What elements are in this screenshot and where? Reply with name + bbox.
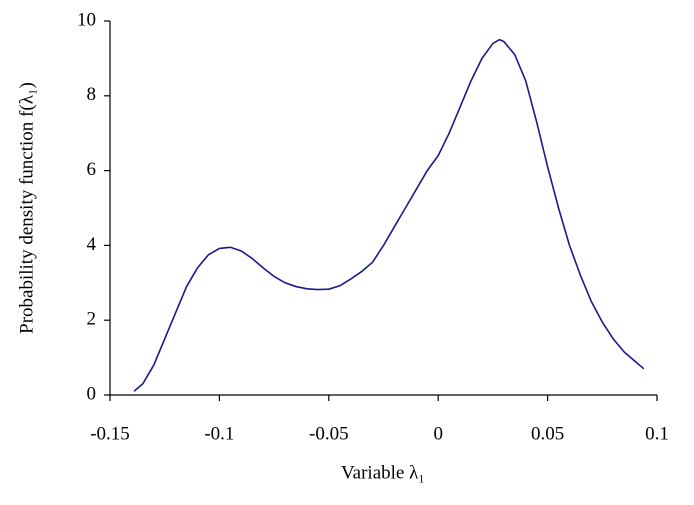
- x-tick-label: -0.1: [204, 423, 234, 444]
- x-tick-label: -0.15: [90, 423, 130, 444]
- y-tick-label: 0: [87, 383, 97, 404]
- x-tick-label: 0.1: [645, 423, 669, 444]
- y-tick-label: 10: [77, 9, 96, 30]
- line: [133, 38, 645, 392]
- x-tick-label: 0: [433, 423, 443, 444]
- y-axis-label: Probability density function f(λ₁): [16, 82, 37, 334]
- y-tick-label: 4: [87, 234, 97, 255]
- x-axis-label: Variable λ₁: [341, 462, 425, 483]
- y-tick-label: 8: [87, 84, 97, 105]
- x-tick-label: -0.05: [309, 423, 349, 444]
- y-tick-label: 6: [87, 159, 97, 180]
- y-tick-label: 2: [87, 309, 97, 330]
- x-tick-label: 0.05: [531, 423, 564, 444]
